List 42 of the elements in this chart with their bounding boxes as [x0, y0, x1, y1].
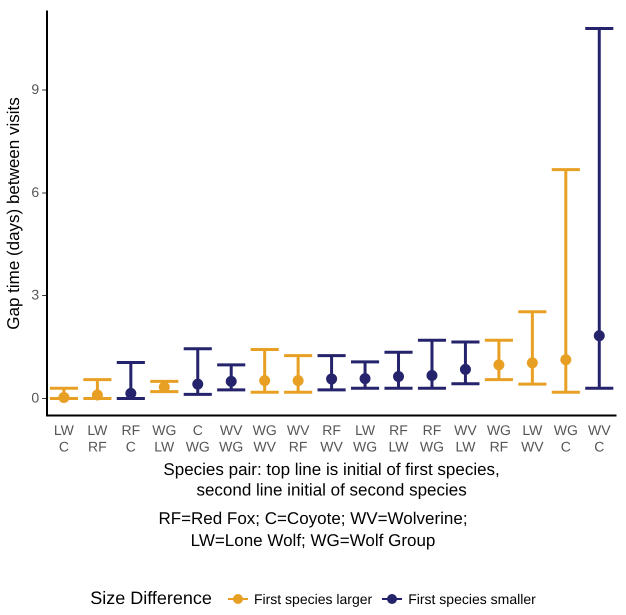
x-axis-title: Species pair: top line is initial of first species, second line initial of second species [163, 460, 500, 500]
x-tick-label: WG WV [252, 422, 277, 455]
legend-label: First species smaller [408, 590, 536, 606]
point [292, 375, 304, 386]
point [560, 354, 572, 366]
point [594, 330, 605, 342]
point [393, 371, 404, 382]
x-tick-label: WG C [554, 422, 578, 455]
y-axis-title: Gap time (days) between visits [4, 97, 23, 330]
x-tick-label: C WG [186, 422, 210, 455]
point [192, 378, 204, 390]
x-tick-label: LW WV [521, 422, 544, 455]
point [426, 370, 438, 382]
x-tick-label: WV RF [286, 422, 310, 455]
point [526, 357, 538, 368]
x-tick-label: WG RF [486, 422, 511, 455]
x-tick-label: LW WG [353, 422, 378, 455]
legend-label: First species larger [254, 590, 372, 606]
x-tick-label: RF WV [320, 422, 344, 455]
y-tick-label: 0 [31, 389, 40, 406]
x-tick-label: WG LW [152, 422, 176, 455]
text: RF=Red Fox; C=Coyote; WV=Wolverine; LW=Lone Wolf; WG=Wolf Group [157, 508, 469, 552]
point [58, 392, 70, 403]
y-tick-label: 9 [31, 81, 40, 98]
point [360, 373, 371, 384]
point [259, 375, 270, 386]
x-tick-label: RF C [122, 422, 140, 455]
point [326, 373, 338, 384]
point [493, 359, 504, 370]
y-tick-label: 6 [31, 184, 40, 200]
point [460, 364, 471, 375]
x-tick-label: LW C [54, 422, 75, 455]
x-tick-label: LW RF [87, 422, 108, 455]
x-tick-label: WV WG [219, 422, 244, 455]
x-tick-label: RF WG [420, 422, 444, 455]
point [226, 376, 237, 387]
point [92, 390, 103, 401]
x-tick-label: WV LW [454, 422, 478, 455]
x-tick-label: RF LW [388, 422, 410, 455]
y-tick-label: 3 [31, 286, 40, 303]
x-tick-label: WV C [588, 422, 612, 455]
legend-title: Size Difference [90, 588, 212, 609]
